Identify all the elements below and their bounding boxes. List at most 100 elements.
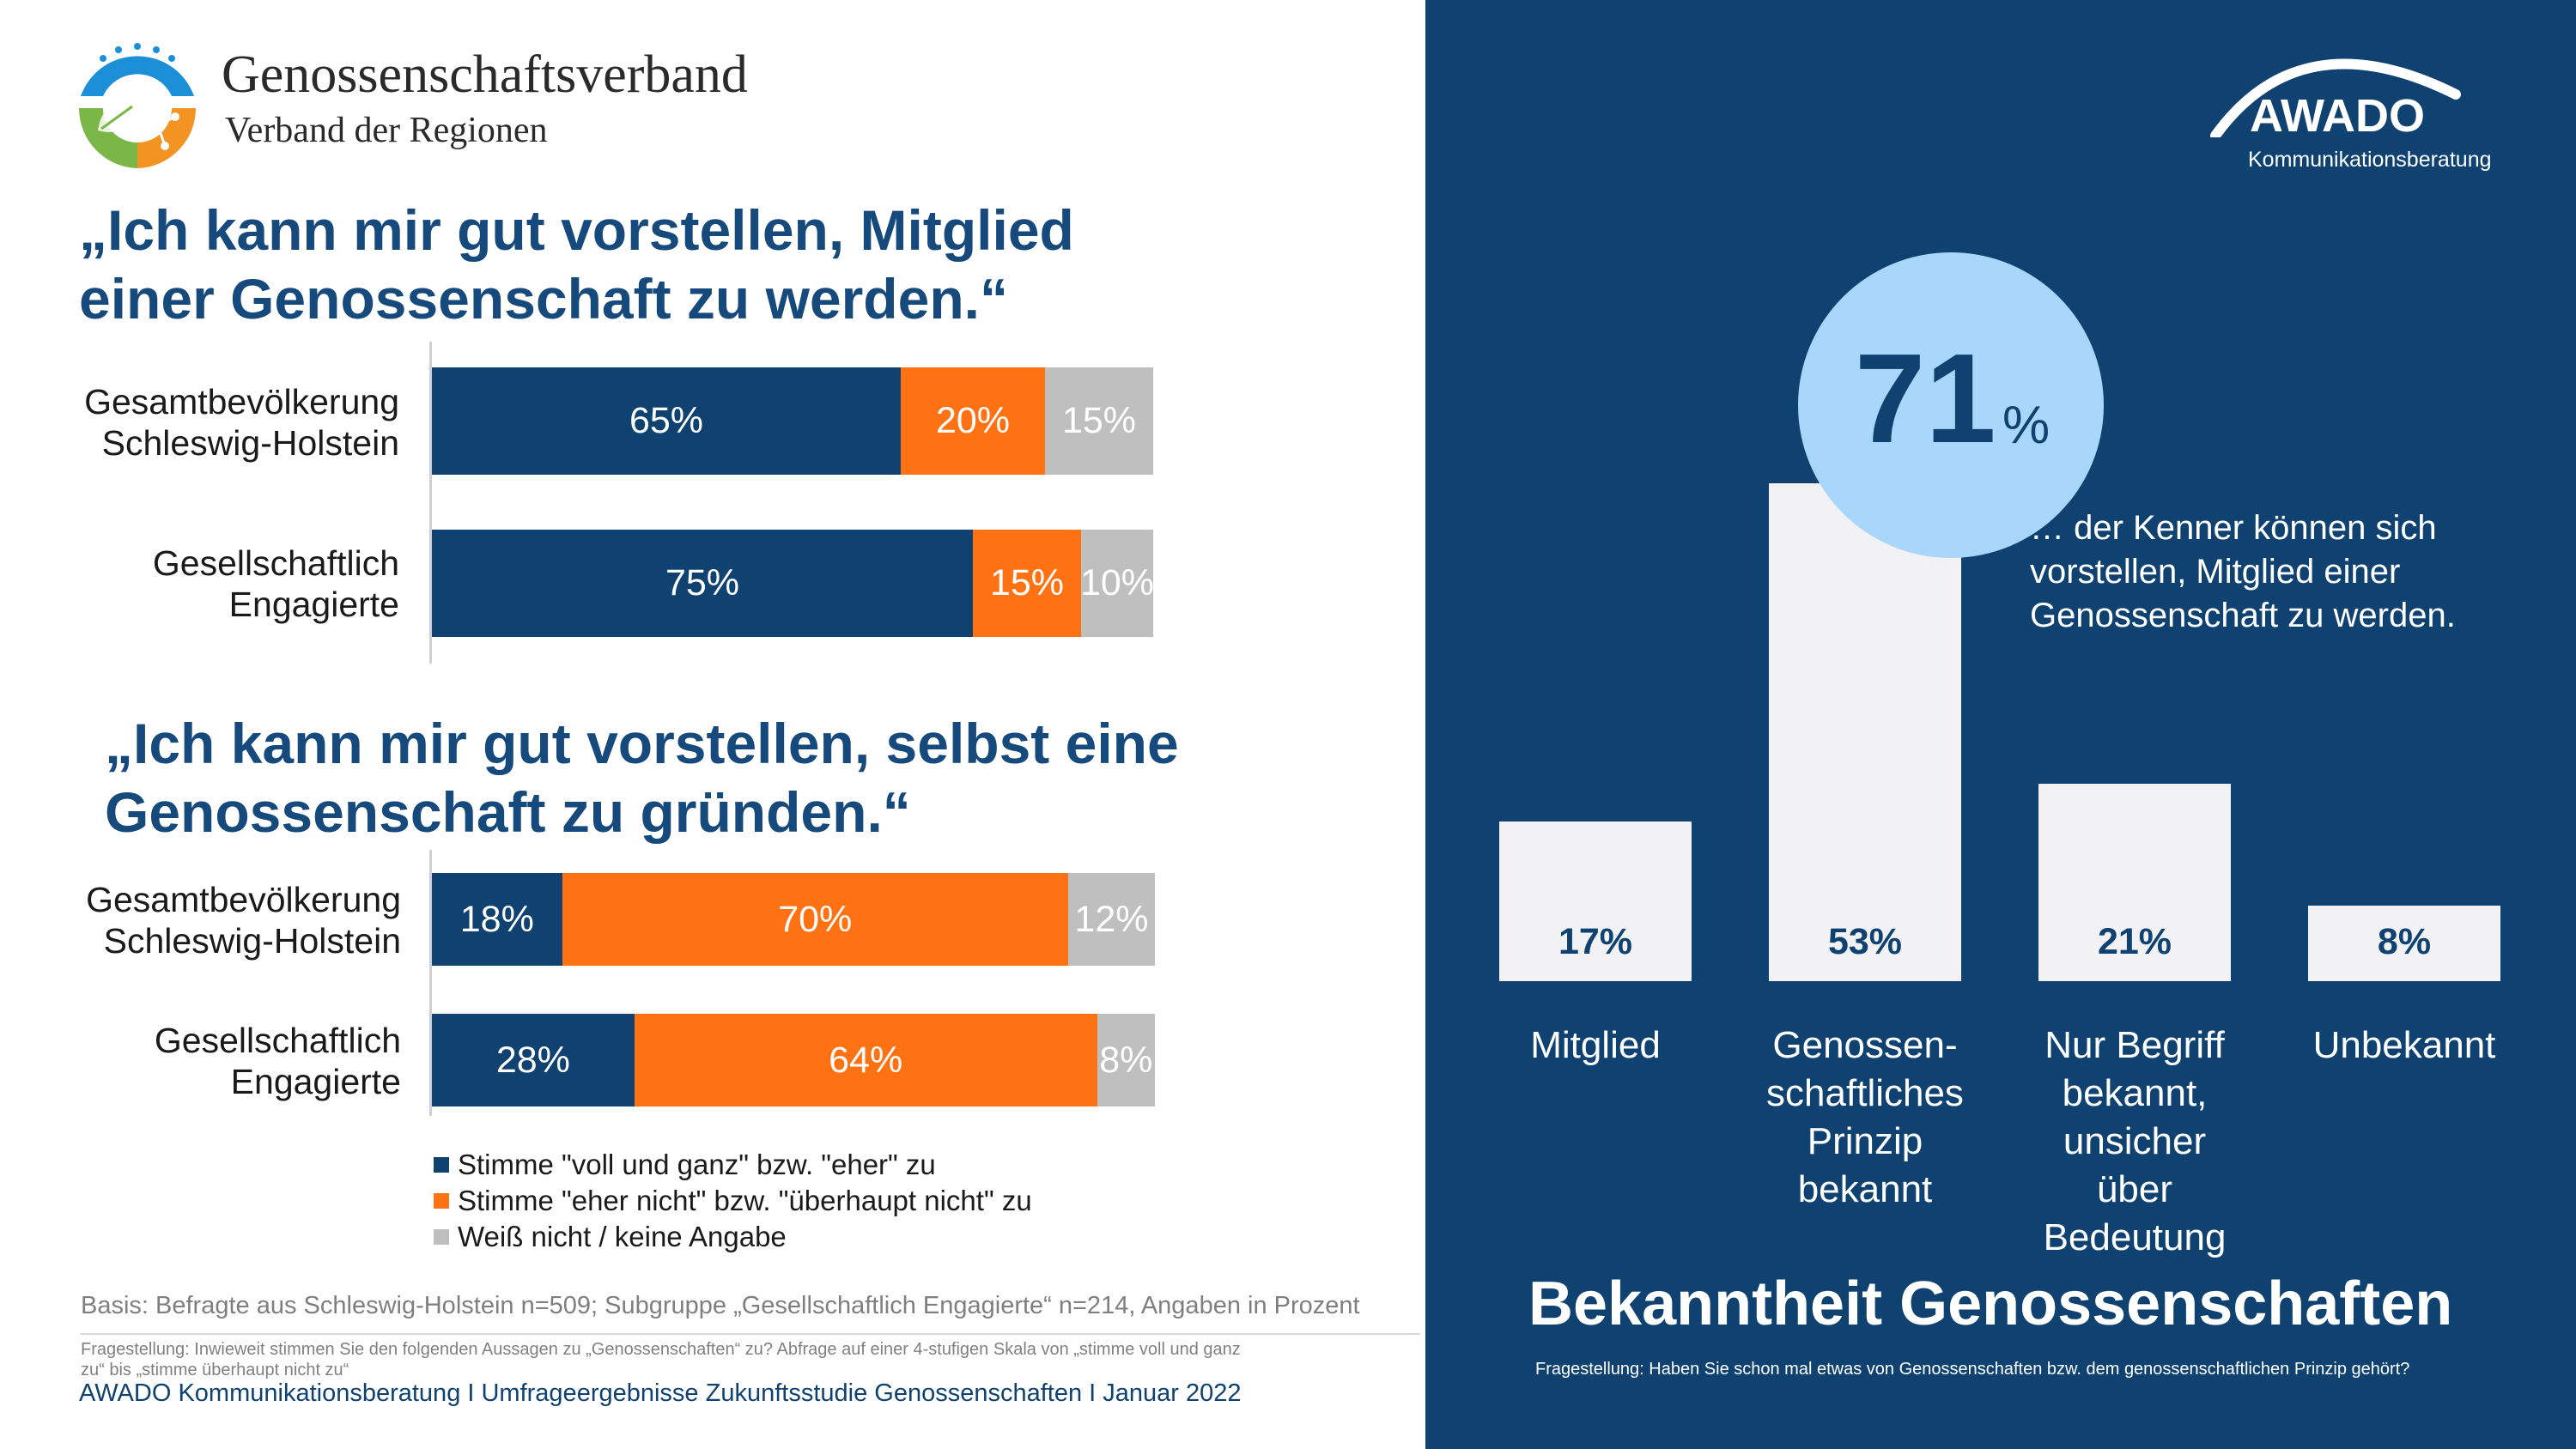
awareness-bar-mitglied [1499, 821, 1692, 981]
question-note-left: Fragestellung: Inwieweit stimmen Sie den… [81, 1339, 1241, 1380]
category-label-line: unsicher [2063, 1120, 2207, 1162]
headline-membership: „Ich kann mir gut vorstellen, Mitglied e… [79, 196, 1074, 333]
awareness-bar-prinzip-bekannt [1769, 483, 1961, 981]
headline-membership-line-2: einer Genossenschaft zu werden.“ [79, 267, 1008, 330]
category-label-line: Nur Begriff [2044, 1024, 2225, 1066]
question-note-left-line-2: zu“ bis „stimme überhaupt nicht zu“ [81, 1361, 349, 1379]
awareness-value-label: 53% [1827, 921, 1903, 962]
category-label-line: schaftliches [1766, 1072, 1964, 1114]
bar-segment-agree: 18% [432, 873, 562, 966]
bar-segment-unknown: 15% [1045, 367, 1153, 475]
data-label: 65% [629, 400, 704, 441]
category-label-line: über [2096, 1168, 2173, 1210]
chart2-row-label-1-line-2: Schleswig-Holstein [103, 921, 401, 961]
category-label-line: Genossen- [1772, 1024, 1958, 1066]
category-label-line: Unbekannt [2312, 1024, 2496, 1066]
category-label-line: Mitglied [1530, 1024, 1661, 1066]
chart1-row-label-2-line-1: Gesellschaftlich [152, 543, 399, 583]
chart2-axis [429, 850, 432, 1116]
chart1-row-label-1-line-1: Gesamtbevölkerung [84, 382, 399, 421]
highlight-number: 71 [1855, 328, 1996, 470]
awareness-category-label: Mitglied [1467, 1022, 1724, 1070]
awareness-category-label: Genossen-schaftliches Prinzip bekannt [1736, 1022, 1994, 1214]
bar-segment-unknown: 12% [1067, 873, 1155, 966]
footer-divider [81, 1333, 1420, 1335]
awareness-category-label: Nur Begriff bekannt, unsicher über Bedeutung [2006, 1022, 2263, 1262]
data-label: 28% [495, 1039, 570, 1081]
chart2-row-label-1: Gesamtbevölkerung Schleswig-Holstein [19, 879, 401, 961]
legend-swatch-orange [434, 1193, 449, 1209]
data-label: 75% [665, 562, 740, 603]
legend-item-agree: Stimme "voll und ganz" bzw. "eher" zu [434, 1147, 1032, 1183]
chart1-row-label-2-line-2: Engagierte [228, 585, 399, 624]
data-label: 20% [935, 400, 1011, 441]
data-label: 8% [1099, 1039, 1153, 1081]
chart2-row-label-2: Gesellschaftlich Engagierte [19, 1020, 401, 1102]
bar-segment-agree: 65% [432, 367, 901, 475]
right-panel: AWADO Kommunikationsberatung 17% Mitglied… [1425, 0, 2576, 1449]
footer-text: AWADO Kommunikationsberatung I Umfrageer… [79, 1379, 1242, 1407]
awareness-category-label: Unbekannt [2275, 1022, 2533, 1070]
headline-membership-line-1: „Ich kann mir gut vorstellen, Mitglied [79, 198, 1074, 262]
highlight-text-line-2: vorstellen, Mitglied einer [2030, 553, 2401, 591]
question-note-left-line-1: Fragestellung: Inwieweit stimmen Sie den… [81, 1340, 1241, 1359]
awareness-bar-nur-begriff [2038, 784, 2231, 981]
question-note-right: Fragestellung: Haben Sie schon mal etwas… [1535, 1360, 2410, 1379]
data-label: 15% [1061, 400, 1137, 441]
legend-label-disagree: Stimme "eher nicht" bzw. "überhaupt nich… [458, 1185, 1032, 1216]
data-label: 18% [459, 898, 534, 940]
chart1-row-label-1: Gesamtbevölkerung Schleswig-Holstein [17, 381, 399, 464]
awareness-value-label: 21% [2097, 921, 2172, 962]
cooperative-leaf-globe-icon [76, 43, 199, 170]
awareness-bar-unbekannt [2308, 906, 2500, 981]
awareness-value-label: 17% [1558, 921, 1633, 962]
data-label: 10% [1079, 562, 1155, 603]
chart2-row-label-2-line-1: Gesellschaftlich [154, 1021, 401, 1060]
bar-segment-disagree: 20% [901, 367, 1045, 475]
headline-founding-line-1: „Ich kann mir gut vorstellen, selbst ein… [105, 712, 1179, 775]
bar-segment-disagree: 15% [973, 530, 1081, 637]
category-label-line: Prinzip [1807, 1120, 1923, 1162]
legend-label-unknown: Weiß nicht / keine Angabe [458, 1221, 787, 1252]
awareness-value-label: 8% [2377, 921, 2432, 962]
chart2-row-label-1-line-1: Gesamtbevölkerung [86, 880, 401, 919]
basis-note: Basis: Befragte aus Schleswig-Holstein n… [81, 1292, 1360, 1319]
chart1-axis [429, 342, 432, 664]
legend-item-unknown: Weiß nicht / keine Angabe [434, 1219, 1032, 1255]
chart2-bar-2: 28% 64% 8% [432, 1014, 1155, 1106]
category-label-line: Bedeutung [2043, 1216, 2227, 1258]
bar-segment-agree: 75% [432, 530, 973, 637]
bar-segment-agree: 28% [432, 1014, 635, 1106]
data-label: 64% [829, 1039, 903, 1081]
chart1-row-label-1-line-2: Schleswig-Holstein [101, 423, 399, 463]
category-label-line: bekannt [1797, 1168, 1933, 1210]
chart1-row-label-2: Gesellschaftlich Engagierte [17, 543, 399, 625]
awado-arc-icon [2210, 58, 2461, 137]
highlight-text: … der Kenner können sich vorstellen, Mit… [2030, 506, 2456, 638]
legend: Stimme "voll und ganz" bzw. "eher" zu St… [434, 1147, 1032, 1255]
headline-founding: „Ich kann mir gut vorstellen, selbst ein… [105, 709, 1179, 846]
awado-name: AWADO [2250, 90, 2426, 142]
left-panel: Genossenschaftsverband Verband der Regio… [17, 43, 1420, 1407]
bar-segment-unknown: 10% [1079, 530, 1155, 637]
legend-swatch-gray [434, 1229, 449, 1245]
chart1-bar-1: 65% 20% 15% [432, 367, 1153, 475]
awado-subtitle: Kommunikationsberatung [2248, 148, 2492, 172]
bar-segment-disagree: 70% [562, 873, 1068, 966]
data-label: 12% [1074, 898, 1149, 940]
org-name: Genossenschaftsverband [222, 45, 748, 104]
chart2-bar-1: 18% 70% 12% [432, 873, 1155, 966]
highlight-unit: % [2002, 396, 2050, 455]
bar-segment-disagree: 64% [634, 1014, 1097, 1106]
highlight-text-line-1: … der Kenner können sich [2030, 509, 2437, 547]
highlight-text-line-3: Genossenschaft zu werden. [2030, 597, 2456, 634]
headline-founding-line-2: Genossenschaft zu gründen.“ [105, 780, 911, 844]
data-label: 15% [989, 562, 1065, 603]
chart1-bar-2: 75% 15% 10% [432, 530, 1155, 637]
highlight-circle [1798, 252, 2104, 558]
category-label-line: bekannt, [2062, 1072, 2208, 1114]
chart2-row-label-2-line-2: Engagierte [230, 1062, 401, 1101]
legend-label-agree: Stimme "voll und ganz" bzw. "eher" zu [458, 1149, 936, 1180]
legend-swatch-navy [434, 1157, 449, 1173]
right-title: Bekanntheit Genossenschaften [1528, 1270, 2453, 1338]
